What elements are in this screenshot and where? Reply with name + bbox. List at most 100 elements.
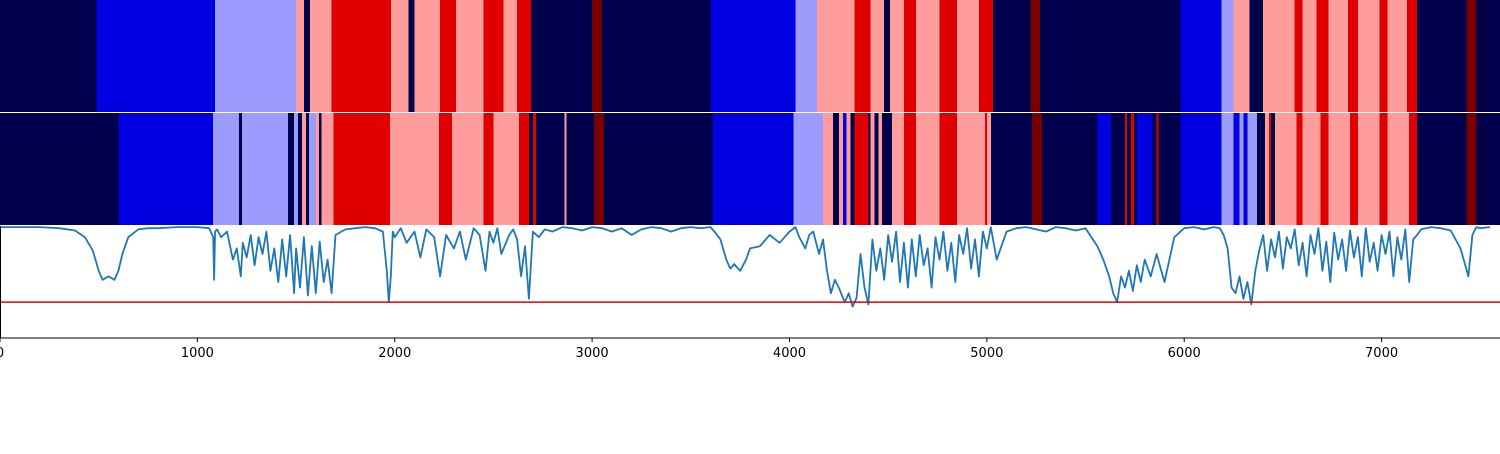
segment-dark_navy xyxy=(1111,113,1125,225)
segment-blue xyxy=(710,0,796,112)
segment-dark_navy xyxy=(1257,113,1266,225)
segment-dark_navy xyxy=(528,113,533,225)
segment-red xyxy=(532,113,536,225)
segment-light_red xyxy=(915,0,940,112)
segment-light_red xyxy=(957,0,979,112)
segment-red xyxy=(1269,113,1272,225)
x-tick-label: 0 xyxy=(0,346,4,361)
x-tick-label: 1000 xyxy=(181,346,214,361)
segment-dark_navy xyxy=(1158,113,1181,225)
segment-red xyxy=(1407,0,1418,112)
segment-track-2 xyxy=(0,113,1500,225)
segment-light_blue xyxy=(213,113,239,225)
segment-light_red xyxy=(1275,113,1297,225)
segment-blue xyxy=(96,0,216,112)
segment-blue xyxy=(1180,113,1222,225)
segment-light_blue xyxy=(1221,113,1234,225)
segment-light_red xyxy=(1357,113,1380,225)
segment-red xyxy=(1125,113,1127,225)
segment-light_red xyxy=(1302,113,1321,225)
segment-dark_navy xyxy=(303,0,310,112)
segment-track-1 xyxy=(0,0,1500,112)
segment-dark_navy xyxy=(1476,113,1500,225)
segment-light_red xyxy=(870,0,885,112)
segment-light_red xyxy=(503,0,518,112)
segment-red xyxy=(984,113,987,225)
segment-red xyxy=(1296,113,1303,225)
segment-dark_red xyxy=(1466,113,1477,225)
segment-blue xyxy=(842,113,847,225)
segment-light_red xyxy=(493,113,520,225)
segment-light_blue xyxy=(215,0,297,112)
segment-light_red xyxy=(391,113,440,225)
segment-red xyxy=(439,113,452,225)
x-axis: 0 1000 2000 3000 4000 5000 6000 7000 xyxy=(0,338,1398,361)
segment-dark_navy xyxy=(990,113,1033,225)
segment-light_red xyxy=(890,0,904,112)
x-tick-label: 3000 xyxy=(576,346,609,361)
segment-dark_red xyxy=(594,113,604,225)
segment-red xyxy=(1294,0,1303,112)
segment-light_red xyxy=(892,113,904,225)
segment-light_red xyxy=(451,113,484,225)
segment-dark_navy xyxy=(1417,0,1467,112)
segment-dark_navy xyxy=(408,0,415,112)
segment-light_red xyxy=(846,113,851,225)
segment-dark_navy xyxy=(305,113,309,225)
segment-tracks xyxy=(0,0,1500,225)
segment-light_red xyxy=(321,113,334,225)
segment-red xyxy=(483,0,504,112)
segment-light_blue xyxy=(1239,113,1244,225)
segment-light_red xyxy=(564,113,567,225)
segment-blue xyxy=(1243,113,1248,225)
segment-dark_navy xyxy=(1476,0,1500,112)
segment-red xyxy=(854,113,869,225)
x-tick-label: 5000 xyxy=(970,346,1003,361)
line-panel xyxy=(0,226,1500,339)
segment-red xyxy=(1156,113,1159,225)
segment-light_red xyxy=(301,113,306,225)
segment-light_red xyxy=(1387,0,1408,112)
segment-red xyxy=(1379,0,1388,112)
segment-light_red xyxy=(455,0,484,112)
segment-light_blue xyxy=(795,0,818,112)
segment-blue xyxy=(1097,113,1112,225)
x-tick-label: 7000 xyxy=(1365,346,1398,361)
segment-light_red xyxy=(309,0,332,112)
segment-light_red xyxy=(1233,0,1250,112)
segment-dark_navy xyxy=(238,113,242,225)
segment-light_red xyxy=(1302,0,1317,112)
segment-dark_navy xyxy=(601,0,711,112)
segment-light_blue xyxy=(1247,113,1258,225)
segment-light_red xyxy=(1357,0,1380,112)
segment-light_red xyxy=(1387,113,1410,225)
segment-red xyxy=(517,0,531,112)
segment-light_blue xyxy=(294,113,299,225)
segment-dark_navy xyxy=(868,113,871,225)
segment-red xyxy=(331,0,391,112)
segment-dark_navy xyxy=(530,0,593,112)
segment-light_red xyxy=(823,113,833,225)
segment-light_red xyxy=(315,113,319,225)
segment-light_red xyxy=(414,0,441,112)
x-tick-label: 2000 xyxy=(378,346,411,361)
segment-light_blue xyxy=(308,113,316,225)
segment-dark_navy xyxy=(850,113,855,225)
segment-light_red xyxy=(1328,0,1349,112)
segment-light_red xyxy=(915,113,940,225)
segment-dark_red xyxy=(1032,113,1043,225)
segment-red xyxy=(440,0,456,112)
segment-dark_navy xyxy=(535,113,565,225)
segment-blue xyxy=(1180,0,1222,112)
segment-red xyxy=(483,113,494,225)
segment-light_red xyxy=(296,0,304,112)
segment-red xyxy=(1409,113,1418,225)
segment-blue xyxy=(118,113,214,225)
segment-red xyxy=(1350,113,1358,225)
segment-red xyxy=(1348,0,1358,112)
segment-dark_navy xyxy=(832,113,839,225)
segment-light_red xyxy=(838,113,843,225)
segment-dark_navy xyxy=(288,113,295,225)
